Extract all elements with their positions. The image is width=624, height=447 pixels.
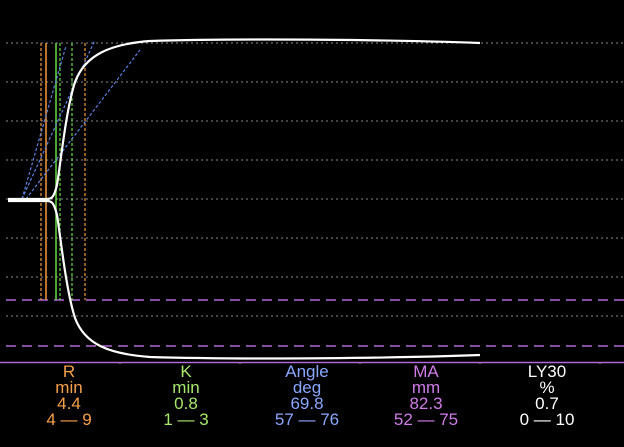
parameters-panel: R min 4.4 4 — 9 K min 0.8 1 — 3 Angle de… <box>0 362 624 447</box>
ma-reference-lines <box>6 299 624 347</box>
param-ly30: LY30 % 0.7 0 — 10 <box>487 362 607 429</box>
param-range: 0 — 10 <box>519 410 575 429</box>
param-angle: Angle deg 69.8 57 — 76 <box>247 362 367 429</box>
param-value: 82.3 <box>409 394 443 413</box>
k-time-markers <box>55 43 73 300</box>
param-unit: deg <box>292 378 322 397</box>
param-range: 4 — 9 <box>46 410 92 429</box>
r-time-markers <box>40 43 86 300</box>
param-k: K min 0.8 1 — 3 <box>126 362 246 429</box>
grid-lines <box>6 42 624 317</box>
param-range: 52 — 75 <box>393 410 459 429</box>
param-value: 4.4 <box>57 394 81 413</box>
teg-tracing-plot <box>0 38 624 364</box>
angle-reference-lines <box>21 39 141 200</box>
param-name: K <box>180 362 192 381</box>
param-unit: min <box>172 378 200 397</box>
param-unit: % <box>539 378 555 397</box>
param-range: 1 — 3 <box>163 410 209 429</box>
param-name: R <box>62 362 76 381</box>
param-value: 69.8 <box>290 394 324 413</box>
angle-range-max-line <box>21 45 67 200</box>
param-unit: min <box>55 378 83 397</box>
trace-upper <box>8 38 481 201</box>
teg-trace <box>8 38 481 360</box>
param-ma: MA mm 82.3 52 — 75 <box>366 362 486 429</box>
param-name: Angle <box>285 362 329 381</box>
param-value: 0.8 <box>174 394 198 413</box>
param-range: 57 — 76 <box>274 410 340 429</box>
trace-lower <box>8 199 481 360</box>
param-name: MA <box>413 362 439 381</box>
param-r: R min 4.4 4 — 9 <box>9 362 129 429</box>
param-unit: mm <box>411 378 441 397</box>
param-name: LY30 <box>527 362 567 381</box>
angle-range-min-line <box>25 49 141 200</box>
param-value: 0.7 <box>535 394 559 413</box>
